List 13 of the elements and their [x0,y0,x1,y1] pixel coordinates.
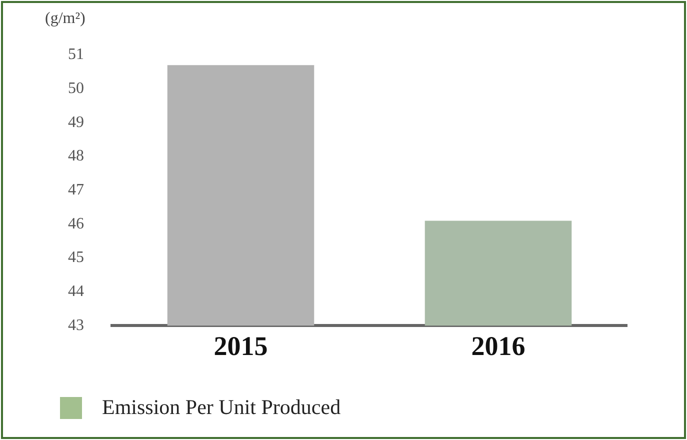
y-tick-label: 50 [68,80,84,98]
x-tick-label: 2016 [471,330,526,361]
y-tick-label: 44 [68,282,84,300]
y-tick-label: 46 [68,215,84,232]
y-tick-label: 43 [68,316,84,334]
y-tick-label: 51 [68,46,84,64]
y-axis-title: (g/m²) [45,10,86,28]
y-tick-label: 47 [68,182,84,199]
x-tick-label: 2015 [214,330,268,361]
series-label: Emission Per Unit Produced [102,395,341,420]
y-tick-label: 48 [68,148,84,165]
y-tick-label: 49 [68,114,84,131]
y-tick-label: 45 [68,249,84,266]
